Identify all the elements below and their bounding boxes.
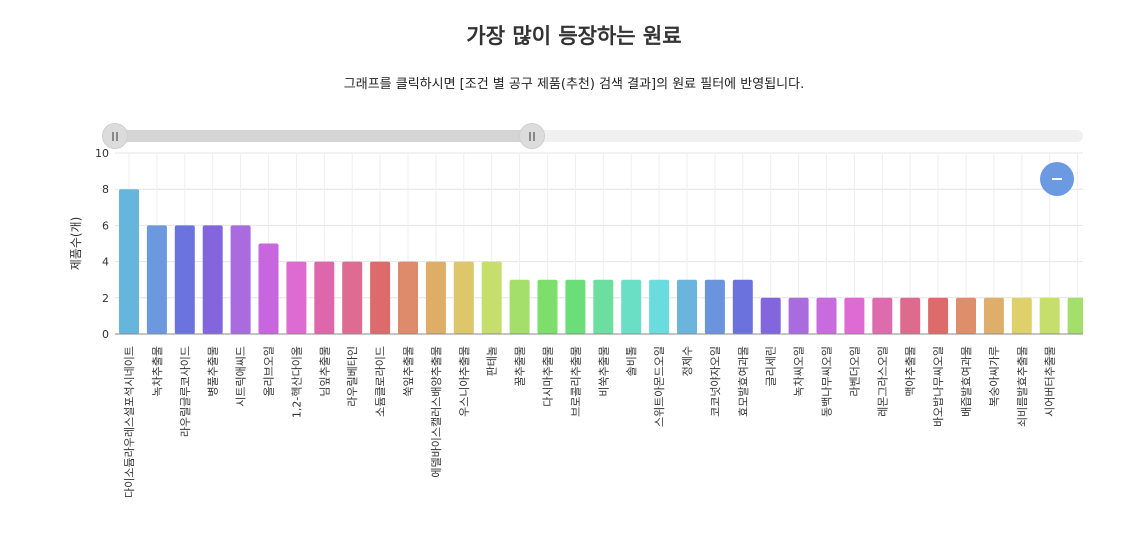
bar[interactable]: [453, 261, 474, 334]
x-tick-label: 배즙발효여과물: [960, 346, 973, 417]
bar[interactable]: [370, 261, 391, 334]
bar[interactable]: [677, 279, 697, 334]
bar[interactable]: [509, 279, 530, 334]
bar[interactable]: [956, 297, 976, 334]
bar[interactable]: [649, 279, 670, 334]
x-tick-label: 소듐클로라이드: [374, 346, 387, 417]
bar[interactable]: [230, 225, 251, 334]
bar[interactable]: [481, 261, 502, 334]
y-tick-label: 6: [102, 219, 109, 232]
bar[interactable]: [174, 225, 195, 334]
x-tick-label: 라우릴베타인: [346, 346, 359, 407]
bar[interactable]: [788, 297, 809, 334]
y-tick-label: 10: [95, 147, 109, 160]
bar[interactable]: [1067, 297, 1088, 334]
bar[interactable]: [202, 225, 223, 334]
y-tick-label: 0: [102, 328, 109, 341]
bar[interactable]: [286, 261, 307, 334]
x-tick-label: 스위트아몬드오일: [652, 346, 666, 427]
x-tick-label: 솔비톨: [625, 346, 638, 376]
bar[interactable]: [119, 189, 139, 334]
y-axis-label: 제품수(개): [69, 217, 83, 271]
x-tick-label: 님잎추출물: [318, 346, 331, 397]
x-tick-label: 쇠비름발효추출물: [1016, 346, 1029, 427]
x-tick-label: 라벤더오일: [847, 346, 861, 397]
bar[interactable]: [704, 279, 725, 334]
chart-subtitle: 그래프를 클릭하시면 [조건 별 공구 제품(추천) 검색 결과]의 원료 필터…: [343, 77, 805, 92]
x-tick-label: 시트릭애씨드: [235, 346, 248, 407]
x-tick-label: 효모발효여과물: [737, 346, 750, 417]
x-tick-label: 시어버터추출물: [1044, 346, 1057, 417]
y-tick-label: 8: [102, 183, 109, 196]
bar[interactable]: [593, 279, 614, 334]
x-tick-label: 코코넛야자오일: [708, 346, 722, 417]
bar[interactable]: [732, 279, 753, 334]
bar[interactable]: [146, 225, 167, 334]
bar[interactable]: [258, 243, 279, 335]
x-tick-label: 녹차씨오일: [792, 346, 806, 397]
x-tick-label: 다시마추출물: [542, 346, 555, 407]
x-tick-label: 비쑥추출물: [597, 346, 610, 397]
x-tick-label: 라우릴글루코사이드: [179, 346, 192, 437]
bar[interactable]: [398, 261, 418, 334]
x-tick-label: 쑥잎추출물: [402, 346, 415, 397]
x-tick-label: 브로콜리추출물: [569, 346, 582, 417]
bar[interactable]: [760, 297, 781, 334]
x-tick-label: 다이소듐라우레스설포석시네이트: [123, 346, 136, 498]
x-tick-label: 정제수: [681, 346, 694, 376]
x-tick-label: 복숭아씨가루: [988, 346, 1001, 407]
range-slider-end-handle[interactable]: [519, 123, 545, 149]
bar[interactable]: [983, 297, 1004, 334]
x-tick-label: 레몬그라스오일: [875, 346, 889, 417]
x-tick-label: 1,2-헥산다이올: [290, 346, 303, 418]
bar[interactable]: [621, 279, 642, 334]
x-tick-label: 병풀추출물: [207, 346, 220, 397]
x-tick-label: 판테놀: [486, 346, 499, 376]
bar[interactable]: [565, 279, 586, 334]
bar[interactable]: [816, 297, 837, 334]
bar[interactable]: [928, 297, 949, 334]
bar[interactable]: [425, 261, 446, 334]
y-tick-label: 4: [102, 256, 109, 269]
bar[interactable]: [844, 297, 865, 334]
x-tick-label: 녹차추출물: [151, 346, 164, 397]
range-slider-start-handle[interactable]: [102, 123, 128, 149]
x-tick-label: 꿀추출물: [514, 346, 527, 386]
y-tick-label: 2: [102, 292, 109, 305]
bar[interactable]: [1011, 297, 1032, 334]
bar[interactable]: [872, 297, 893, 334]
bars-group: [119, 189, 1088, 335]
x-tick-label: 에델바이스캘러스배양추출물: [430, 346, 443, 478]
x-tick-label: 올리브오일: [262, 346, 276, 397]
x-tick-label: 글리세린: [765, 346, 778, 386]
bar[interactable]: [1039, 297, 1060, 334]
x-tick-label: 바오밥나무씨오일: [931, 346, 945, 427]
zoom-out-button[interactable]: [1040, 162, 1074, 196]
bar[interactable]: [342, 261, 363, 334]
x-tick-label: 동백나무씨오일: [820, 346, 834, 417]
bar[interactable]: [537, 279, 558, 334]
bar[interactable]: [314, 261, 335, 334]
x-tick-label: 우스니아추출물: [458, 346, 471, 417]
x-tick-label: 맥아추출물: [904, 346, 917, 397]
bar[interactable]: [900, 297, 921, 334]
chart-title: 가장 많이 등장하는 원료: [466, 24, 682, 48]
range-slider-selection[interactable]: [115, 130, 532, 142]
